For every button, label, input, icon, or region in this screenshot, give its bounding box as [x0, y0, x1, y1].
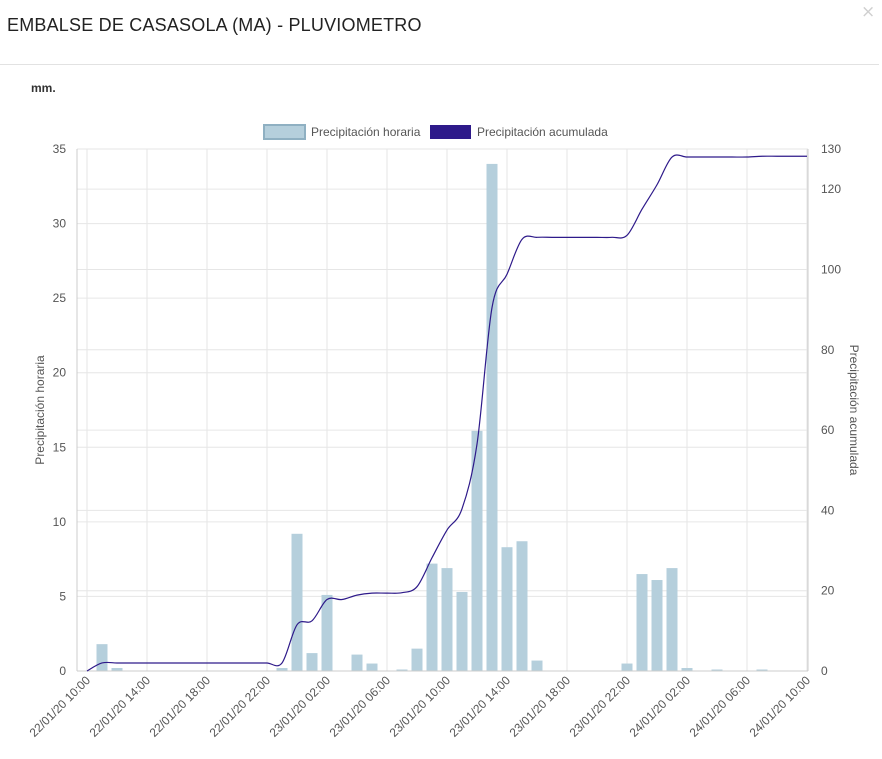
left-tick-label: 35	[53, 142, 67, 156]
left-axis-title: Precipitación horaria	[33, 355, 47, 465]
bar-hourly[interactable]	[711, 669, 723, 671]
left-tick-label: 15	[53, 440, 67, 454]
bar-hourly[interactable]	[456, 591, 468, 671]
bar-hourly[interactable]	[276, 668, 288, 671]
bar-hourly[interactable]	[111, 668, 123, 671]
legend-label-cumulative[interactable]: Precipitación acumulada	[477, 125, 608, 139]
bar-hourly[interactable]	[351, 654, 363, 671]
right-tick-label: 40	[821, 503, 835, 517]
legend-swatch-cumulative[interactable]	[430, 125, 471, 139]
legend-swatch-hourly[interactable]	[263, 124, 306, 140]
units-label: mm.	[31, 81, 56, 95]
bar-hourly[interactable]	[321, 594, 333, 671]
x-tick-label: 23/01/20 18:00	[507, 673, 574, 740]
cumulative-line	[86, 154, 807, 672]
hourly-bars	[96, 163, 768, 671]
bar-hourly[interactable]	[291, 533, 303, 671]
bar-hourly[interactable]	[531, 660, 543, 671]
x-tick-label: 23/01/20 14:00	[447, 673, 514, 740]
bar-hourly[interactable]	[681, 668, 693, 671]
right-tick-label: 60	[821, 423, 835, 437]
bar-hourly[interactable]	[411, 648, 423, 671]
x-tick-label: 23/01/20 06:00	[327, 673, 394, 740]
modal-header: EMBALSE DE CASASOLA (MA) - PLUVIOMETRO ×	[0, 0, 879, 65]
x-tick-label: 24/01/20 06:00	[687, 673, 754, 740]
right-tick-label: 130	[821, 142, 841, 156]
right-axis-ticks: 0 20 40 60 80 100 120 130	[821, 142, 841, 678]
left-tick-label: 5	[59, 589, 66, 603]
legend-label-hourly[interactable]: Precipitación horaria	[311, 125, 421, 139]
x-tick-label: 23/01/20 22:00	[567, 673, 634, 740]
x-tick-label: 24/01/20 10:00	[747, 673, 814, 740]
bar-hourly[interactable]	[306, 653, 318, 671]
bar-hourly[interactable]	[426, 563, 438, 671]
bar-hourly[interactable]	[471, 430, 483, 671]
left-tick-label: 10	[53, 515, 67, 529]
x-tick-label: 22/01/20 18:00	[147, 673, 214, 740]
left-tick-label: 0	[59, 664, 66, 678]
bar-hourly[interactable]	[666, 568, 678, 671]
bar-hourly[interactable]	[96, 644, 108, 671]
bar-hourly[interactable]	[651, 580, 663, 671]
bar-hourly[interactable]	[366, 663, 378, 671]
bar-hourly[interactable]	[516, 541, 528, 671]
bar-hourly[interactable]	[756, 669, 768, 671]
x-tick-label: 22/01/20 10:00	[27, 673, 94, 740]
right-tick-label: 80	[821, 343, 835, 357]
bar-hourly[interactable]	[396, 669, 408, 671]
bar-hourly[interactable]	[441, 568, 453, 671]
right-tick-label: 0	[821, 664, 828, 678]
right-tick-label: 120	[821, 182, 841, 196]
left-axis-ticks: 0 5 10 15 20 25 30 35	[53, 142, 67, 678]
left-tick-label: 30	[53, 217, 67, 231]
bar-hourly[interactable]	[501, 547, 513, 671]
x-tick-label: 22/01/20 22:00	[207, 673, 274, 740]
x-tick-label: 23/01/20 02:00	[267, 673, 334, 740]
bar-hourly[interactable]	[486, 163, 498, 671]
chart-legend[interactable]: Precipitación horaria Precipitación acum…	[263, 124, 608, 140]
x-tick-label: 24/01/20 02:00	[627, 673, 694, 740]
left-tick-label: 20	[53, 366, 67, 380]
bar-hourly[interactable]	[636, 574, 648, 671]
modal-title: EMBALSE DE CASASOLA (MA) - PLUVIOMETRO	[7, 15, 422, 35]
right-tick-label: 20	[821, 584, 835, 598]
left-tick-label: 25	[53, 291, 67, 305]
axes	[76, 149, 809, 672]
bar-hourly[interactable]	[621, 663, 633, 671]
x-tick-label: 22/01/20 14:00	[87, 673, 154, 740]
x-tick-label: 23/01/20 10:00	[387, 673, 454, 740]
close-button[interactable]: ×	[861, 2, 876, 22]
right-axis-title: Precipitación acumulada	[847, 345, 861, 476]
right-tick-label: 100	[821, 262, 841, 276]
